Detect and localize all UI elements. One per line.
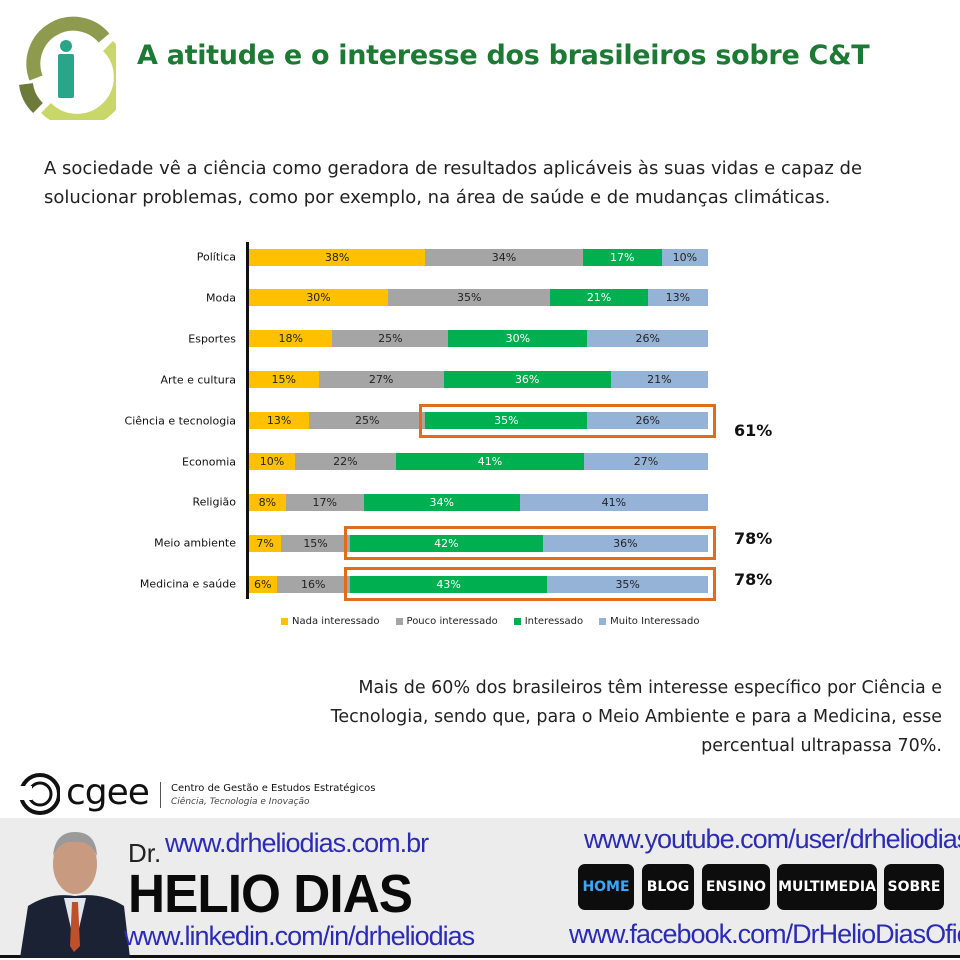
note-line-2: Tecnologia, sendo que, para o Meio Ambie…: [330, 707, 942, 727]
author-photo: [20, 832, 130, 958]
chart-legend: Nada interessado Pouco interessado Inter…: [281, 616, 700, 627]
category-label: Ciência e tecnologia: [124, 414, 236, 428]
legend-item: Muito Interessado: [599, 616, 700, 627]
youtube-link[interactable]: www.youtube.com/user/drheliodias: [584, 824, 960, 854]
bar-segment: 13%: [647, 289, 708, 307]
cgee-swirl-icon: [18, 773, 60, 815]
category-label: Economia: [182, 455, 236, 468]
bar-segment: 34%: [363, 493, 520, 511]
bar-segment: 7%: [249, 534, 282, 552]
nav-multimedia-button[interactable]: MULTIMEDIA: [777, 864, 877, 910]
cgee-logo: cgee: [66, 772, 150, 813]
bar-segment: 35%: [388, 289, 551, 307]
bar-segment: 16%: [276, 575, 350, 593]
bar-segment: 30%: [448, 330, 588, 348]
category-label: Moda: [206, 291, 236, 305]
category-label: Arte e cultura: [160, 373, 236, 387]
bar-segment: 10%: [661, 248, 708, 266]
facebook-link[interactable]: www.facebook.com/DrHelioDiasOficial: [569, 919, 960, 949]
bar-segment: 15%: [249, 371, 319, 389]
bar-segment: 42%: [349, 534, 543, 552]
legend-label: Pouco interessado: [406, 616, 498, 627]
highlight-label: 78%: [734, 570, 773, 590]
bar-segment: 35%: [547, 575, 708, 593]
bar-segment: 25%: [309, 412, 426, 430]
highlight-box: [343, 567, 716, 602]
bar-segment: 17%: [285, 493, 364, 511]
note-line-3: percentual ultrapassa 70%.: [701, 736, 942, 756]
category-label: Religião: [192, 495, 236, 509]
bar-segment: 34%: [425, 248, 583, 266]
note-line-1: Mais de 60% dos brasileiros têm interess…: [358, 678, 942, 698]
page-title: A atitude e o interesse dos brasileiros …: [137, 40, 870, 71]
bar-segment: 41%: [395, 453, 585, 470]
category-label: Meio ambiente: [154, 536, 236, 550]
category-label: Medicina e saúde: [139, 577, 236, 591]
bar-segment: 13%: [249, 412, 310, 430]
legend-label: Interessado: [524, 616, 584, 627]
legend-label: Muito Interessado: [610, 616, 700, 627]
legend-item: Pouco interessado: [395, 616, 498, 627]
bar-segment: 26%: [587, 330, 708, 348]
bar-segment: 26%: [587, 412, 708, 430]
source-name: Centro de Gestão e Estudos Estratégicos: [171, 783, 376, 794]
person-logo-icon: [19, 16, 116, 120]
bar-segment: 6%: [249, 575, 277, 593]
divider: [160, 782, 161, 808]
highlight-box: [343, 526, 716, 561]
nav-blog-button[interactable]: BLOG: [642, 864, 694, 910]
highlight-label: 61%: [734, 420, 773, 440]
bar-segment: 36%: [542, 534, 708, 552]
category-label: Esportes: [188, 332, 236, 346]
legend-item: Nada interessado: [281, 616, 380, 627]
highlight-box: [419, 403, 716, 438]
chart-axis: [246, 242, 249, 599]
bar-segment: 21%: [550, 289, 648, 307]
bar-segment: 30%: [249, 289, 389, 307]
nav-ensino-button[interactable]: ENSINO: [702, 864, 770, 910]
category-label: Política: [196, 250, 236, 264]
bar-segment: 18%: [249, 330, 333, 348]
bar-segment: 36%: [443, 371, 611, 389]
banner-name: HELIO DIAS: [128, 864, 413, 924]
nav-sobre-button[interactable]: SOBRE: [884, 864, 944, 910]
banner-dr: Dr.: [128, 838, 162, 868]
highlight-label: 78%: [734, 529, 773, 549]
bar-segment: 41%: [519, 493, 708, 511]
intro-line-1: A sociedade vê a ciência como geradora d…: [44, 158, 863, 179]
linkedin-link[interactable]: www.linkedin.com/in/drheliodias: [124, 921, 475, 951]
website-link[interactable]: www.drheliodias.com.br: [165, 828, 429, 858]
bar-segment: 27%: [318, 371, 444, 389]
legend-label: Nada interessado: [292, 616, 380, 627]
bar-segment: 43%: [349, 575, 548, 593]
bar-segment: 38%: [249, 248, 426, 266]
intro-line-2: solucionar problemas, como por exemplo, …: [44, 187, 831, 208]
legend-item: Interessado: [513, 616, 584, 627]
bar-segment: 22%: [294, 453, 396, 470]
bar-segment: 25%: [332, 330, 449, 348]
bar-segment: 15%: [281, 534, 350, 552]
nav-home-button[interactable]: HOME: [578, 864, 634, 910]
source-tagline: Ciência, Tecnologia e Inovação: [171, 797, 310, 807]
bar-segment: 27%: [584, 453, 708, 470]
bar-segment: 21%: [610, 371, 708, 389]
bar-segment: 10%: [249, 453, 295, 470]
bar-segment: 35%: [425, 412, 588, 430]
bar-segment: 17%: [582, 248, 662, 266]
bar-segment: 8%: [249, 493, 286, 511]
